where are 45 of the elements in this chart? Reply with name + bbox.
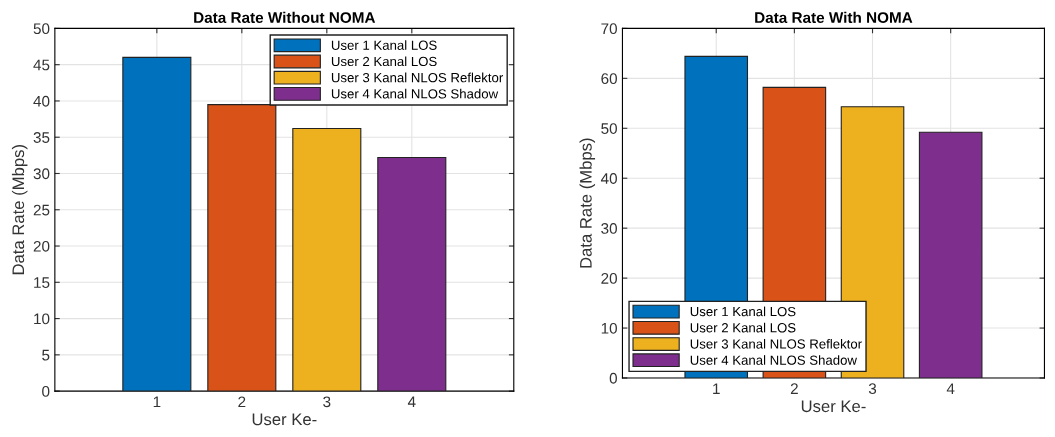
chart-title: Data Rate Without NOMA	[194, 11, 376, 23]
legend-label: User 3 Kanal NLOS Reflektor	[331, 72, 504, 83]
y-tick-label: 0	[609, 372, 617, 384]
y-tick-label: 0	[42, 385, 50, 397]
y-tick-label: 10	[34, 313, 50, 325]
y-tick-label: 40	[33, 95, 50, 107]
x-tick-label: 3	[323, 396, 331, 408]
y-tick-label: 10	[601, 322, 617, 334]
chart-title: Data Rate With NOMA	[755, 11, 913, 23]
y-tick-label: 45	[33, 59, 50, 71]
y-tick-label: 40	[600, 173, 617, 184]
x-tick-label: 3	[868, 383, 877, 395]
y-tick-label: 25	[33, 204, 50, 216]
y-tick-label: 50	[601, 123, 617, 134]
legend-label: User 3 Kanal NLOS Reflektor	[690, 338, 862, 349]
legend-label: User 1 Kanal LOS	[331, 40, 437, 50]
legend-label: User 4 Kanal NLOS Shadow	[690, 355, 857, 365]
x-tick-label: 4	[946, 383, 955, 394]
bar	[918, 131, 983, 378]
y-tick-label: 20	[33, 240, 50, 252]
x-axis-title: User Ke-	[801, 400, 866, 413]
y-axis-title: Data Rate (Mbps)	[579, 138, 596, 268]
x-tick-label: 1	[713, 383, 720, 394]
legend-label: User 4 Kanal NLOS Shadow	[331, 88, 499, 99]
bar	[292, 127, 362, 392]
legend-label: User 2 Kanal LOS	[690, 322, 796, 333]
y-tick-label: 60	[601, 73, 617, 85]
legend-label: User 1 Kanal LOS	[690, 306, 796, 317]
x-tick-label: 2	[790, 383, 798, 394]
bar	[377, 156, 447, 392]
y-tick-label: 5	[42, 349, 50, 361]
legend-label: User 2 Kanal LOS	[331, 56, 437, 67]
bar	[122, 56, 192, 392]
y-tick-label: 15	[34, 277, 50, 288]
y-axis-title: Data Rate (Mbps)	[11, 145, 28, 275]
x-tick-label: 4	[407, 396, 416, 408]
y-tick-label: 50	[33, 23, 50, 35]
x-tick-label: 1	[153, 396, 161, 408]
y-tick-label: 20	[601, 272, 617, 284]
y-tick-label: 30	[601, 223, 617, 234]
y-tick-label: 30	[33, 168, 50, 180]
y-tick-label: 70	[601, 23, 617, 35]
x-tick-label: 2	[238, 396, 246, 408]
x-axis-title: User Ke-	[252, 413, 317, 426]
y-tick-label: 35	[33, 132, 50, 143]
